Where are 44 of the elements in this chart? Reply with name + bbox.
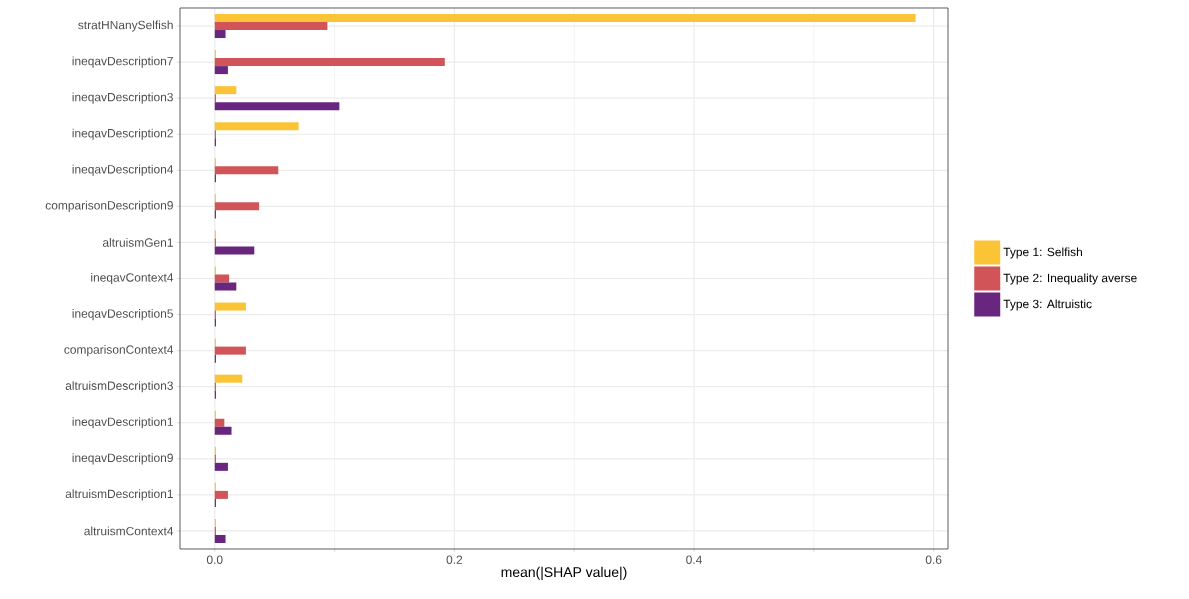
- bar: [214, 14, 916, 23]
- bar: [214, 58, 445, 67]
- y-tick-label: ineqavDescription9: [72, 453, 173, 465]
- y-tick-label: comparisonDescription9: [45, 200, 173, 212]
- y-tick-label: ineqavDescription2: [72, 128, 173, 140]
- bar: [214, 490, 228, 499]
- y-tick-label: ineqavDescription7: [72, 56, 173, 68]
- y-tick-label: ineqavDescription5: [72, 308, 173, 321]
- legend-label: Type 1: Selfish: [1003, 247, 1082, 259]
- y-tick-label: altruismGen1: [102, 238, 173, 247]
- bar: [214, 202, 260, 211]
- y-tick-label: ineqavContext4: [91, 272, 174, 285]
- x-tick-label: 0.0: [206, 555, 223, 564]
- y-tick-label: ineqavDescription1: [72, 417, 173, 429]
- bar: [214, 462, 228, 471]
- legend-label: Type 2: Inequality averse: [1003, 273, 1137, 285]
- y-tick-label: comparisonContext4: [64, 345, 174, 357]
- bar: [214, 302, 246, 311]
- y-tick-label: ineqavDescription3: [72, 92, 173, 104]
- x-axis-title: mean(|SHAP value|): [501, 566, 627, 580]
- y-tick-label: altruismDescription3: [65, 381, 173, 393]
- x-tick-label: 0.6: [925, 555, 942, 564]
- bar: [214, 418, 225, 427]
- y-tick-label: altruismContext4: [84, 526, 174, 536]
- bar: [214, 22, 328, 31]
- bar: [214, 274, 230, 283]
- y-tick-label: altruismDescription1: [65, 489, 173, 501]
- bar: [214, 66, 228, 75]
- bar: [214, 86, 237, 95]
- bar: [214, 374, 243, 383]
- legend-label: Type 3: Altruistic: [1003, 299, 1092, 311]
- bar: [214, 102, 340, 111]
- bar: [214, 122, 299, 131]
- y-tick-label: ineqavDescription4: [72, 164, 174, 176]
- bar: [214, 246, 255, 255]
- x-tick-label: 0.2: [446, 555, 463, 564]
- bar: [214, 166, 279, 175]
- bar: [214, 30, 226, 39]
- bar: [214, 346, 246, 355]
- bar: [214, 534, 226, 543]
- x-tick-label: 0.4: [686, 555, 702, 564]
- bar: [214, 282, 237, 291]
- bar: [214, 426, 232, 435]
- y-tick-label: stratHNanySelfish: [78, 20, 173, 32]
